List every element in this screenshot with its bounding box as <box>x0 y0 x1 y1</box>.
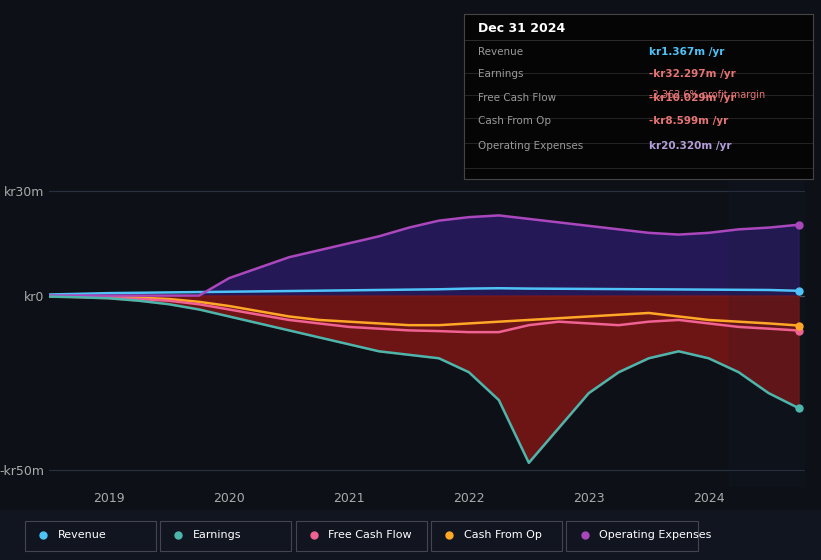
Text: Revenue: Revenue <box>478 47 523 57</box>
Text: kr20.320m /yr: kr20.320m /yr <box>649 141 732 151</box>
Text: -2,362.6% profit margin: -2,362.6% profit margin <box>649 90 765 100</box>
Text: Revenue: Revenue <box>57 530 106 540</box>
Text: Free Cash Flow: Free Cash Flow <box>328 530 412 540</box>
Text: -kr10.029m /yr: -kr10.029m /yr <box>649 94 736 103</box>
Text: Free Cash Flow: Free Cash Flow <box>478 94 556 103</box>
Text: Earnings: Earnings <box>193 530 241 540</box>
Text: Operating Expenses: Operating Expenses <box>599 530 712 540</box>
Text: Earnings: Earnings <box>478 68 523 78</box>
Text: -kr8.599m /yr: -kr8.599m /yr <box>649 116 728 127</box>
Text: Cash From Op: Cash From Op <box>464 530 542 540</box>
Text: Dec 31 2024: Dec 31 2024 <box>478 22 565 35</box>
Text: Operating Expenses: Operating Expenses <box>478 141 583 151</box>
Text: -kr32.297m /yr: -kr32.297m /yr <box>649 68 736 78</box>
Text: kr1.367m /yr: kr1.367m /yr <box>649 47 724 57</box>
Text: Cash From Op: Cash From Op <box>478 116 551 127</box>
Bar <box>729 174 810 487</box>
